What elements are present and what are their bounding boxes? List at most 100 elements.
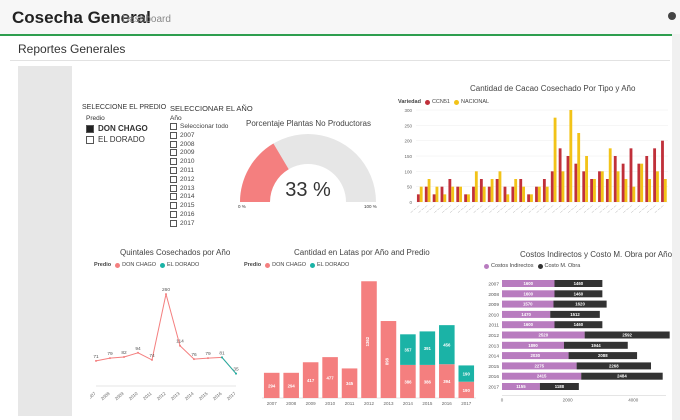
checkbox-icon bbox=[170, 202, 177, 210]
x-tick-label: — — — bbox=[409, 203, 421, 214]
bar bbox=[435, 186, 439, 202]
year-slicer-item[interactable]: 2009 bbox=[170, 149, 195, 157]
year-slicer-item[interactable]: 2011 bbox=[170, 167, 194, 174]
bar-segment bbox=[584, 331, 670, 339]
predio-slicer-title: SELECCIONE EL PREDIO bbox=[82, 104, 167, 111]
data-label: 35 bbox=[233, 367, 239, 373]
legend-dot bbox=[484, 263, 489, 269]
data-label: 294 bbox=[268, 383, 276, 388]
costos-hbar-chart: 2007 1600 1460 2008 1600 1460 2009 1570 1620 2010… bbox=[488, 280, 670, 402]
checkbox-checked-icon bbox=[86, 124, 94, 133]
x-tick-label: 2015 bbox=[422, 401, 433, 406]
bar-segment bbox=[553, 300, 607, 308]
year-slicer-label: 2011 bbox=[180, 167, 194, 174]
checkbox-icon bbox=[170, 211, 177, 218]
x-tick-label: — — — bbox=[543, 203, 555, 214]
x-tick-label: — — — bbox=[496, 203, 508, 214]
quintales-line-chart: 71 79 82 94 74 260 114 76 79 81 35 2007 2008 2009 2010… bbox=[90, 287, 239, 402]
bar bbox=[472, 186, 475, 202]
bar bbox=[553, 117, 557, 202]
bar bbox=[542, 179, 546, 202]
x-tick-label: 4000 bbox=[628, 397, 639, 402]
checkbox-icon bbox=[86, 135, 94, 144]
bar-segment bbox=[263, 372, 280, 398]
bar bbox=[503, 186, 507, 202]
x-tick-label: 2012 bbox=[156, 391, 167, 402]
legend-label: Costos Indirectos bbox=[491, 263, 534, 269]
data-label: 2275 bbox=[535, 363, 545, 368]
bar bbox=[585, 156, 588, 202]
x-tick-label: — — — bbox=[441, 203, 453, 214]
data-label: 394 bbox=[443, 379, 451, 384]
app-title: Cosecha General bbox=[12, 8, 151, 27]
bar bbox=[663, 179, 667, 202]
slicer-item-el-dorado[interactable]: EL DORADO bbox=[86, 135, 145, 144]
checkbox-icon bbox=[170, 123, 177, 130]
x-tick-label: — — — bbox=[567, 203, 579, 214]
data-label: 898 bbox=[384, 357, 389, 365]
data-label: 1600 bbox=[523, 281, 533, 286]
x-tick-label: — — — bbox=[535, 203, 547, 214]
data-label: 1188 bbox=[555, 384, 565, 389]
x-tick-label: 2014 bbox=[403, 401, 414, 406]
x-tick-label: — — — bbox=[512, 203, 524, 214]
year-slicer-field: Año bbox=[170, 115, 182, 122]
year-slicer-label: Seleccionar todo bbox=[180, 123, 229, 130]
slicer-item-don-chago[interactable]: DON CHAGO bbox=[86, 124, 148, 133]
gauge-min-label: 0 % bbox=[238, 204, 246, 209]
bar bbox=[514, 179, 518, 202]
x-tick-label: — — — bbox=[606, 203, 618, 214]
year-slicer-label: 2012 bbox=[180, 175, 195, 183]
y-tick-label: 2011 bbox=[489, 323, 500, 329]
year-slicer-label: 2016 bbox=[180, 211, 195, 218]
bar bbox=[558, 148, 562, 202]
year-slicer-item[interactable]: 2007 bbox=[170, 131, 194, 139]
data-label: 71 bbox=[93, 354, 99, 360]
data-label: 190 bbox=[463, 388, 471, 393]
checkbox-icon bbox=[170, 149, 177, 157]
year-slicer-item[interactable]: 2008 bbox=[170, 140, 194, 148]
data-label: 477 bbox=[327, 376, 335, 381]
y-tick-label: 250 bbox=[404, 123, 412, 128]
costos-legend: Costos Indirectos Costo M. Obra bbox=[480, 263, 580, 269]
year-slicer-item[interactable]: 2016 bbox=[170, 211, 194, 218]
bar bbox=[498, 171, 502, 202]
legend-title: Predio bbox=[244, 262, 262, 268]
bar-segment bbox=[322, 357, 338, 398]
legend-dot bbox=[160, 262, 166, 268]
bar-segment bbox=[539, 383, 579, 390]
bar-segment bbox=[502, 280, 555, 287]
bar bbox=[474, 171, 478, 202]
scrollbar[interactable] bbox=[672, 34, 680, 420]
year-slicer-item[interactable]: 2015 bbox=[170, 202, 194, 210]
year-slicer-item[interactable]: 2014 bbox=[170, 193, 194, 201]
y-tick-label: 2009 bbox=[488, 302, 499, 308]
data-label: 2268 bbox=[609, 363, 619, 368]
bar-segment bbox=[380, 321, 397, 398]
year-slicer-item[interactable]: Seleccionar todo bbox=[170, 123, 228, 130]
data-label: 456 bbox=[443, 343, 451, 348]
x-tick-label: 2007 bbox=[267, 401, 278, 406]
year-slicer-item[interactable]: 2010 bbox=[170, 158, 194, 166]
year-slicer-item[interactable]: 2012 bbox=[170, 175, 195, 183]
bar bbox=[550, 171, 554, 202]
bar bbox=[416, 194, 420, 202]
bar bbox=[608, 148, 612, 202]
data-label: 81 bbox=[219, 350, 225, 356]
year-slicer-label: 2009 bbox=[180, 149, 195, 157]
year-slicer-item[interactable]: 2017 bbox=[170, 219, 194, 227]
app-header: Cosecha General Dashboard bbox=[0, 0, 680, 36]
year-slicer-item[interactable]: 2013 bbox=[170, 184, 194, 192]
bar-segment bbox=[502, 352, 569, 360]
bar-segment bbox=[502, 331, 585, 339]
x-tick-label: 2015 bbox=[198, 391, 209, 402]
bar bbox=[522, 186, 525, 202]
data-label: 391 bbox=[424, 346, 432, 351]
checkbox-icon bbox=[170, 131, 177, 139]
bar bbox=[566, 156, 570, 202]
user-icon[interactable] bbox=[668, 12, 676, 20]
bar bbox=[479, 179, 483, 202]
checkbox-icon bbox=[170, 175, 177, 183]
bar bbox=[648, 179, 651, 202]
x-tick-label: 2011 bbox=[345, 401, 355, 406]
